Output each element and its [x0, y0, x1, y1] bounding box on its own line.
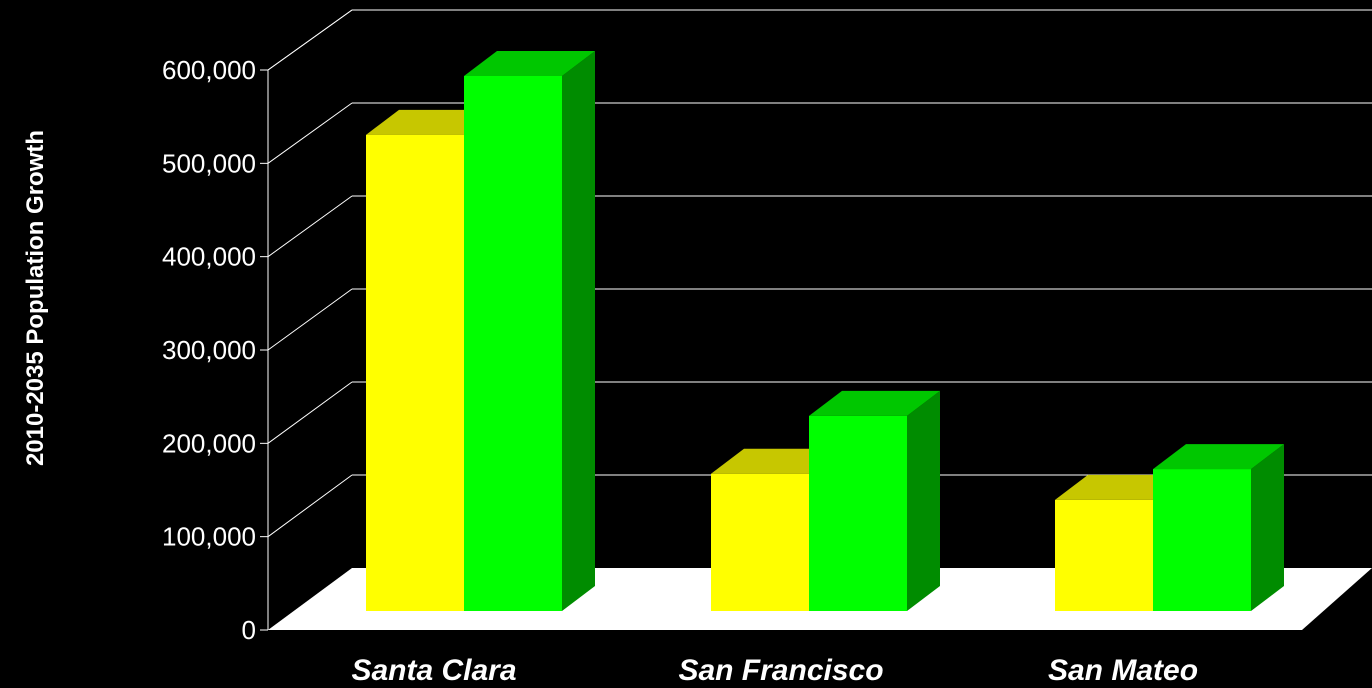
- bars: [366, 51, 1284, 611]
- bar-santa-clara-s2: [464, 76, 562, 611]
- x-tick-label: San Mateo: [1048, 654, 1198, 687]
- bar-side-san-mateo-s2: [1251, 444, 1284, 611]
- y-tick-label: 600,000: [162, 55, 256, 85]
- x-tick-label: San Francisco: [678, 654, 883, 687]
- y-tick-label: 500,000: [162, 148, 256, 178]
- gridline-side: [267, 102, 353, 164]
- bar-san-mateo-s2: [1153, 469, 1251, 611]
- bar-side-santa-clara-s2: [562, 51, 595, 611]
- bar-side-san-francisco-s2: [907, 390, 940, 611]
- gridline-side: [267, 195, 353, 258]
- y-axis-title: 2010-2035 Population Growth: [22, 130, 49, 466]
- bar-san-mateo-s1: [1055, 499, 1153, 611]
- y-tick-label: 300,000: [162, 335, 256, 365]
- y-tick-label: 100,000: [162, 522, 256, 552]
- bar-top-san-francisco-s2: [809, 390, 940, 416]
- bar-top-santa-clara-s2: [464, 51, 595, 76]
- gridline-side: [267, 288, 353, 351]
- gridline-side: [267, 381, 353, 444]
- bar-san-francisco-s2: [809, 415, 907, 611]
- wall-top-edge: [267, 9, 353, 71]
- bar-top-san-mateo-s2: [1153, 444, 1284, 470]
- y-tick-label: 400,000: [162, 242, 256, 272]
- x-tick-label: Santa Clara: [351, 654, 516, 687]
- y-tick-label: 0: [242, 615, 256, 645]
- bar-santa-clara-s1: [366, 134, 464, 611]
- bar-san-francisco-s1: [711, 473, 809, 611]
- x-axis-categories: Santa Clara San Francisco San Mateo: [351, 654, 1198, 687]
- y-axis-ticks: 0 100,000 200,000 300,000 400,000 500,000 600,…: [162, 55, 268, 645]
- gridline-side: [267, 474, 353, 538]
- y-tick-label: 200,000: [162, 428, 256, 458]
